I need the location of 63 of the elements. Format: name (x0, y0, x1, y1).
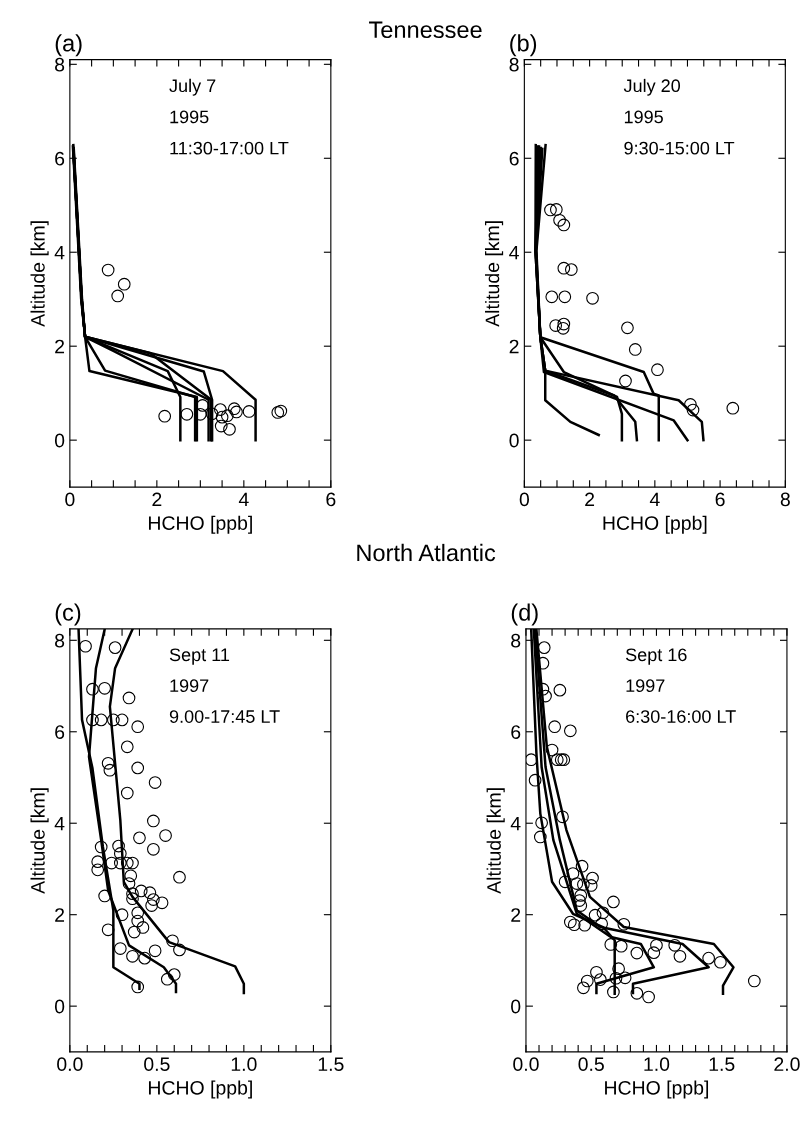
y-tick-label: 0 (509, 433, 519, 448)
x-tick-label: 0.0 (57, 1057, 83, 1072)
x-tick-label: 1.5 (318, 1057, 344, 1072)
x-tick-label: 4 (238, 492, 249, 507)
chart-title: (b) (510, 34, 537, 57)
x-tick-label: 6 (715, 492, 725, 507)
annotation: 1997 (626, 679, 665, 693)
annotation: Sept 16 (625, 648, 687, 665)
x-tick-label: 1.0 (644, 1057, 670, 1072)
chart-subtitle: Tennessee (369, 21, 482, 39)
annotation: 9:30-15:00 LT (624, 141, 735, 155)
y-tick-label: 6 (55, 151, 65, 166)
chart-title: (a) (55, 34, 82, 57)
y-tick-label: 0 (511, 999, 521, 1014)
annotation: 9.00-17:45 LT (169, 710, 280, 723)
x-axis-title: HCHO [ppb] (603, 515, 707, 534)
y-tick-label: 4 (510, 816, 521, 831)
y-tick-label: 8 (55, 633, 65, 648)
y-tick-label: 2 (55, 908, 65, 922)
y-axis-title: Altitude [km] (486, 788, 505, 894)
x-axis-title: HCHO [ppb] (149, 1080, 252, 1099)
y-tick-label: 2 (509, 339, 519, 354)
y-tick-label: 4 (54, 245, 65, 260)
y-tick-label: 8 (509, 57, 519, 72)
annotation: 6:30-16:00 LT (626, 710, 736, 723)
x-tick-label: 1.5 (709, 1057, 735, 1072)
chart-title: (c) (55, 603, 81, 626)
x-tick-label: 4 (649, 492, 660, 507)
y-tick-label: 6 (509, 151, 519, 166)
x-tick-label: 8 (780, 492, 790, 507)
chart-title: (d) (511, 603, 538, 626)
y-tick-label: 0 (54, 433, 65, 448)
y-axis-title: Altitude [km] (485, 221, 504, 327)
y-tick-label: 8 (511, 633, 521, 648)
y-axis-title: Altitude [km] (30, 221, 49, 327)
y-tick-label: 2 (55, 339, 65, 354)
annotation: 11:30-17:00 LT (170, 141, 289, 155)
x-axis-title: HCHO [ppb] (605, 1080, 709, 1099)
y-tick-label: 6 (511, 725, 521, 739)
annotation: 1997 (170, 679, 209, 693)
y-tick-label: 0 (54, 999, 65, 1014)
x-tick-label: 0.5 (144, 1057, 170, 1072)
x-tick-label: 0.5 (578, 1057, 604, 1072)
x-tick-label: 0 (65, 492, 75, 507)
x-tick-label: 2 (585, 492, 595, 507)
annotation: 1995 (170, 110, 209, 124)
y-axis-title: Altitude [km] (30, 788, 49, 894)
x-tick-label: 2.0 (774, 1057, 800, 1072)
x-tick-label: 1.0 (231, 1057, 257, 1072)
y-tick-label: 6 (55, 725, 65, 739)
y-tick-label: 4 (54, 816, 65, 831)
y-tick-label: 8 (55, 57, 65, 72)
annotation: July 20 (623, 78, 681, 96)
chart-subtitle: North Atlantic (357, 543, 496, 562)
x-tick-label: 6 (326, 492, 336, 507)
annotation: July 7 (169, 78, 216, 96)
x-axis-title: HCHO [ppb] (149, 515, 252, 534)
annotation: Sept 11 (169, 648, 230, 665)
y-tick-label: 2 (511, 908, 521, 922)
y-tick-label: 4 (509, 245, 519, 260)
x-tick-label: 2 (152, 492, 162, 507)
x-tick-label: 0.0 (513, 1057, 539, 1072)
annotation: 1995 (624, 110, 663, 124)
